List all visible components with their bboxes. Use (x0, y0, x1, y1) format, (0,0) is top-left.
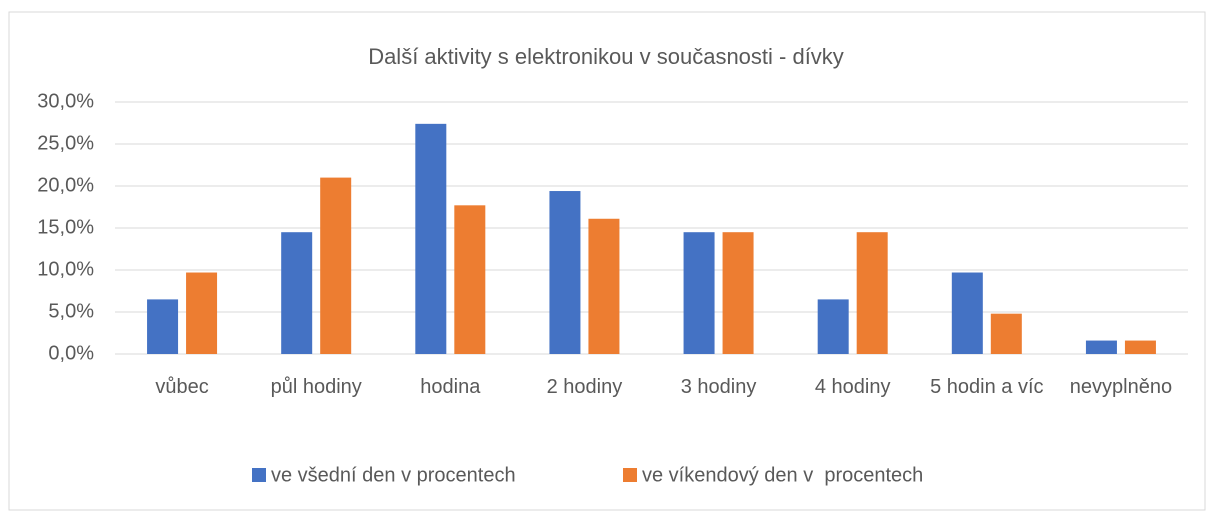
bar (147, 299, 179, 354)
y-tick-label: 0,0% (48, 342, 94, 364)
x-tick-label: vůbec (155, 376, 209, 398)
bar (722, 232, 754, 354)
bar (683, 232, 715, 354)
bar (951, 272, 983, 354)
x-tick-label: 5 hodin a víc (930, 376, 1044, 398)
bar (1085, 340, 1117, 354)
bar (990, 313, 1022, 354)
chart-border (8, 11, 1206, 511)
bar (588, 218, 620, 354)
y-tick-label: 15,0% (37, 216, 94, 238)
chart-title: Další aktivity s elektronikou v současno… (368, 44, 844, 69)
bar (549, 191, 581, 354)
x-tick-label: 3 hodiny (680, 376, 757, 398)
x-tick-label: 2 hodiny (546, 376, 623, 398)
bar (415, 123, 447, 354)
bar (817, 299, 849, 354)
bar (454, 205, 486, 354)
legend-label: ve víkendový den v procentech (642, 464, 923, 486)
bar (1124, 340, 1156, 354)
legend-swatch (623, 468, 637, 482)
y-tick-label: 25,0% (37, 132, 94, 154)
y-tick-label: 30,0% (37, 90, 94, 112)
bar (281, 232, 313, 354)
x-tick-label: hodina (420, 376, 481, 398)
x-tick-label: půl hodiny (270, 376, 362, 398)
y-tick-label: 20,0% (37, 174, 94, 196)
bar (320, 177, 352, 354)
y-tick-label: 5,0% (48, 300, 94, 322)
x-tick-label: 4 hodiny (814, 376, 891, 398)
bar (856, 232, 888, 354)
legend-swatch (252, 468, 266, 482)
bar (186, 272, 218, 354)
y-tick-label: 10,0% (37, 258, 94, 280)
x-tick-label: nevyplněno (1069, 376, 1173, 398)
legend-label: ve všední den v procentech (271, 464, 516, 486)
